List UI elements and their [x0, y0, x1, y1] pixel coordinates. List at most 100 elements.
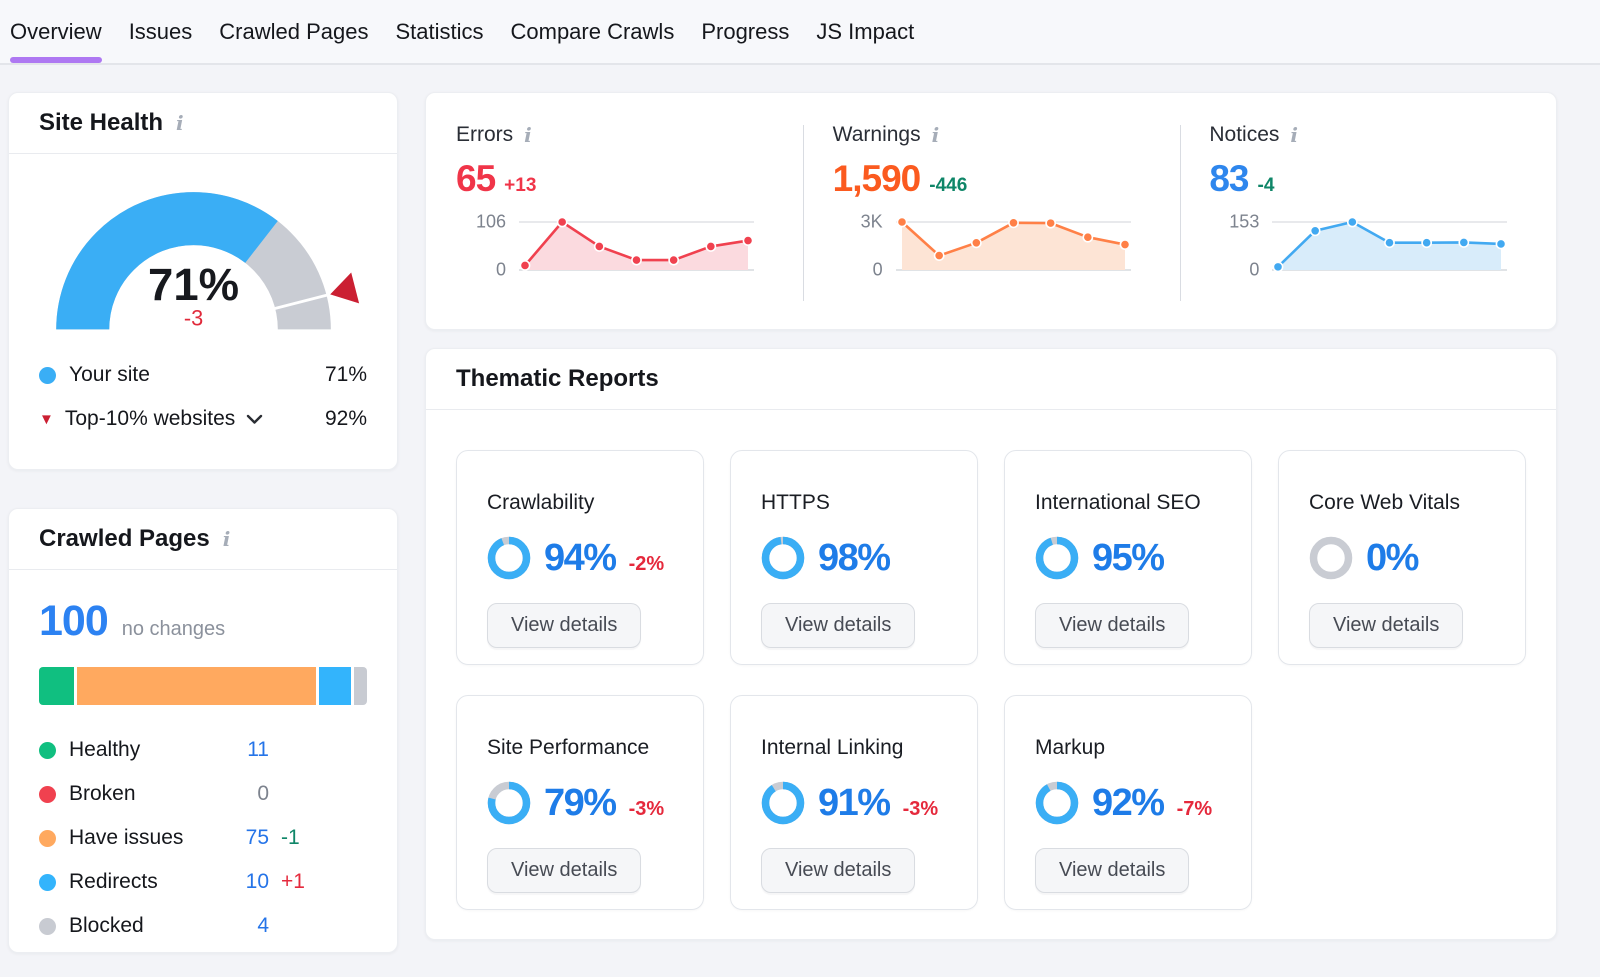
warnings-delta: -446	[929, 175, 968, 196]
warnings-title: Warnings	[832, 123, 921, 146]
thematic-score: 98%	[818, 536, 891, 579]
info-icon[interactable]: i	[1290, 123, 1298, 147]
broken-dot-icon	[39, 785, 56, 803]
bar-segment-healthy	[39, 667, 75, 705]
svg-text:-3: -3	[184, 306, 203, 331]
thematic-delta: -7%	[1176, 798, 1213, 820]
legend-label: Healthy	[69, 738, 141, 761]
progress-ring	[761, 536, 805, 580]
errors-title: Errors	[456, 123, 514, 146]
have-issues-dot-icon	[39, 829, 56, 847]
view-details-button[interactable]: View details	[1309, 603, 1464, 648]
info-icon[interactable]: i	[931, 123, 940, 147]
chevron-down-icon[interactable]	[246, 414, 263, 425]
legend-value[interactable]: 75	[245, 826, 269, 849]
thematic-card-international-seo: International SEO 95% View details	[1004, 450, 1252, 665]
legend-item-healthy: Healthy 11	[39, 728, 367, 772]
legend-delta: +1	[281, 870, 305, 893]
tab-statistics[interactable]: Statistics	[395, 18, 484, 44]
info-icon[interactable]: i	[222, 527, 231, 551]
bar-segment-have-issues	[77, 667, 317, 705]
legend-item-redirects: Redirects 10 +1	[39, 860, 367, 904]
tab-js-impact[interactable]: JS Impact	[816, 18, 915, 44]
site-health-legend: Your site 71% ▼ Top-10% websites 92%	[9, 353, 397, 441]
thematic-score: 79%	[544, 781, 617, 824]
view-details-button[interactable]: View details	[1035, 603, 1190, 648]
y-axis: 106 0	[456, 211, 506, 280]
thematic-score: 91%	[818, 781, 891, 824]
legend-item-benchmark: ▼ Top-10% websites 92%	[39, 397, 367, 441]
thematic-reports-card: Thematic Reports Crawlability 94% -2% Vi…	[425, 348, 1557, 940]
crawled-pages-card: Crawled Pages i 100 no changes Healthy 1…	[8, 508, 398, 953]
legend-label: Redirects	[69, 870, 158, 893]
thematic-card-crawlability: Crawlability 94% -2% View details	[456, 450, 704, 665]
legend-value[interactable]: 11	[247, 738, 269, 761]
errors-count[interactable]: 65	[456, 158, 496, 199]
view-details-button[interactable]: View details	[761, 848, 916, 893]
redirects-dot-icon	[39, 873, 56, 891]
crawled-pages-legend: Healthy 11 Broken 0 Have issues 75 -1 Re…	[39, 728, 367, 948]
errors-trend-chart	[519, 216, 754, 271]
info-icon[interactable]: i	[524, 123, 532, 147]
crawled-pages-distribution-bar	[39, 667, 367, 705]
errors-section: Errors i 65 +13 106 0	[426, 93, 803, 329]
legend-value[interactable]: 4	[257, 914, 269, 937]
thematic-card-title: Internal Linking	[761, 736, 904, 759]
tab-compare-crawls[interactable]: Compare Crawls	[510, 18, 675, 44]
site-health-card: Site Health i 71% -3 Your site 71% ▼ Top-…	[8, 92, 398, 470]
blocked-dot-icon	[39, 917, 56, 935]
issues-summary-card: Errors i 65 +13 106 0 Warnings i 1,590	[425, 92, 1557, 330]
y-axis: 153 0	[1209, 212, 1259, 280]
warnings-count[interactable]: 1,590	[832, 158, 922, 199]
warnings-trend-chart	[895, 216, 1131, 271]
thematic-card-https: HTTPS 98% View details	[730, 450, 978, 665]
progress-ring	[761, 781, 805, 825]
tab-overview[interactable]: Overview	[10, 0, 102, 63]
legend-label: Blocked	[69, 914, 144, 937]
divider	[803, 125, 804, 301]
thematic-reports-grid: Crawlability 94% -2% View details HTTPS …	[426, 410, 1556, 950]
healthy-dot-icon	[39, 741, 56, 759]
warnings-section: Warnings i 1,590 -446 3K 0	[803, 93, 1180, 329]
legend-value[interactable]: 10	[245, 870, 269, 893]
thematic-card-markup: Markup 92% -7% View details	[1004, 695, 1252, 910]
thematic-card-internal-linking: Internal Linking 91% -3% View details	[730, 695, 978, 910]
legend-value: 0	[257, 782, 269, 805]
tab-progress[interactable]: Progress	[701, 18, 790, 44]
thematic-score: 92%	[1092, 781, 1165, 824]
tab-issues[interactable]: Issues	[128, 18, 193, 44]
tab-crawled-pages[interactable]: Crawled Pages	[219, 18, 369, 44]
bar-segment-blocked	[354, 667, 367, 705]
triangle-down-icon: ▼	[39, 410, 54, 428]
crawled-pages-total: 100	[39, 597, 109, 645]
divider	[1180, 125, 1181, 301]
view-details-button[interactable]: View details	[1035, 848, 1190, 893]
progress-ring	[1309, 536, 1353, 580]
legend-item-broken: Broken 0	[39, 772, 367, 816]
y-axis-min-label: 0	[1249, 259, 1260, 280]
info-icon[interactable]: i	[176, 111, 184, 135]
thematic-delta: -3%	[902, 798, 939, 820]
view-details-button[interactable]: View details	[487, 848, 642, 893]
thematic-score: 95%	[1092, 536, 1165, 579]
thematic-card-title: HTTPS	[761, 491, 830, 514]
thematic-score: 0%	[1366, 536, 1419, 579]
legend-label: Top-10% websites	[64, 407, 236, 430]
top-navigation: Overview Issues Crawled Pages Statistics…	[0, 0, 1600, 65]
view-details-button[interactable]: View details	[761, 603, 916, 648]
thematic-card-title: International SEO	[1035, 491, 1201, 514]
y-axis-max-label: 106	[475, 211, 506, 232]
notices-section: Notices i 83 -4 153 0	[1179, 93, 1556, 329]
thematic-card-core-web-vitals: Core Web Vitals 0% View details	[1278, 450, 1526, 665]
legend-label: Have issues	[69, 826, 184, 849]
thematic-delta: -2%	[628, 553, 665, 575]
thematic-card-title: Site Performance	[487, 736, 650, 759]
notices-count[interactable]: 83	[1209, 158, 1249, 199]
notices-title: Notices	[1209, 123, 1280, 146]
legend-label: Your site	[69, 363, 150, 386]
progress-ring	[1035, 536, 1079, 580]
view-details-button[interactable]: View details	[487, 603, 642, 648]
legend-item-have-issues: Have issues 75 -1	[39, 816, 367, 860]
legend-label: Broken	[69, 782, 136, 805]
thematic-card-site-performance: Site Performance 79% -3% View details	[456, 695, 704, 910]
